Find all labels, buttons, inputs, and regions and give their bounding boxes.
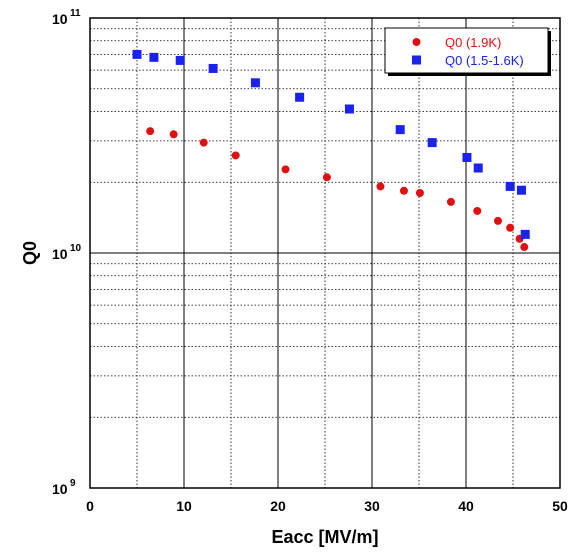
- data-point-circle: [146, 127, 155, 136]
- data-point-square: [473, 163, 483, 173]
- data-point-square: [462, 152, 472, 162]
- data-point-circle: [415, 189, 424, 198]
- legend-label: Q0 (1.5-1.6K): [445, 53, 524, 68]
- x-axis-title: Eacc [MV/m]: [271, 527, 378, 547]
- data-point-square: [208, 63, 218, 73]
- y-tick-exponent: 11: [70, 8, 81, 19]
- minor-gridlines: [90, 18, 560, 488]
- data-point-square: [132, 49, 142, 59]
- x-tick-label: 40: [458, 498, 474, 514]
- data-point-circle: [446, 197, 455, 206]
- x-tick-labels: 0 10 20 30 40 50: [86, 498, 568, 514]
- y-tick-label: 10: [52, 481, 68, 497]
- data-point-square: [427, 138, 437, 148]
- data-point-circle: [493, 216, 502, 225]
- data-point-circle: [399, 186, 408, 195]
- y-tick-label: 10: [52, 246, 68, 262]
- data-point-circle: [322, 173, 331, 182]
- data-point-square: [295, 92, 305, 102]
- data-points: [132, 49, 530, 252]
- x-tick-label: 50: [552, 498, 568, 514]
- data-point-circle: [169, 130, 178, 139]
- y-axis-title: Q0: [20, 241, 40, 265]
- data-point-square: [175, 55, 185, 65]
- data-point-circle: [473, 206, 482, 215]
- legend-box: [384, 27, 549, 74]
- data-point-circle: [520, 243, 529, 252]
- data-point-square: [520, 229, 530, 239]
- legend-marker-circle: [412, 38, 421, 46]
- plot-frame: [89, 17, 561, 489]
- data-point-square: [505, 181, 515, 191]
- legend-marker-square: [412, 55, 421, 65]
- x-tick-label: 10: [176, 498, 192, 514]
- y-tick-exponent: 9: [70, 478, 76, 489]
- data-point-square: [250, 78, 260, 88]
- x-tick-label: 30: [364, 498, 380, 514]
- x-tick-label: 20: [270, 498, 286, 514]
- y-tick-exponent: 10: [70, 243, 82, 254]
- data-point-circle: [231, 151, 240, 160]
- data-point-circle: [199, 138, 208, 147]
- legend: Q0 (1.9K) Q0 (1.5-1.6K): [384, 27, 551, 76]
- data-point-circle: [281, 165, 290, 174]
- major-gridlines: [90, 18, 560, 488]
- data-point-square: [395, 125, 405, 135]
- data-point-square: [149, 52, 159, 62]
- y-tick-label: 10: [52, 11, 68, 27]
- x-tick-label: 0: [86, 498, 94, 514]
- legend-label: Q0 (1.9K): [445, 35, 501, 50]
- data-point-square: [344, 104, 354, 114]
- data-point-square: [516, 185, 526, 195]
- data-point-circle: [376, 182, 385, 191]
- data-point-circle: [506, 223, 515, 232]
